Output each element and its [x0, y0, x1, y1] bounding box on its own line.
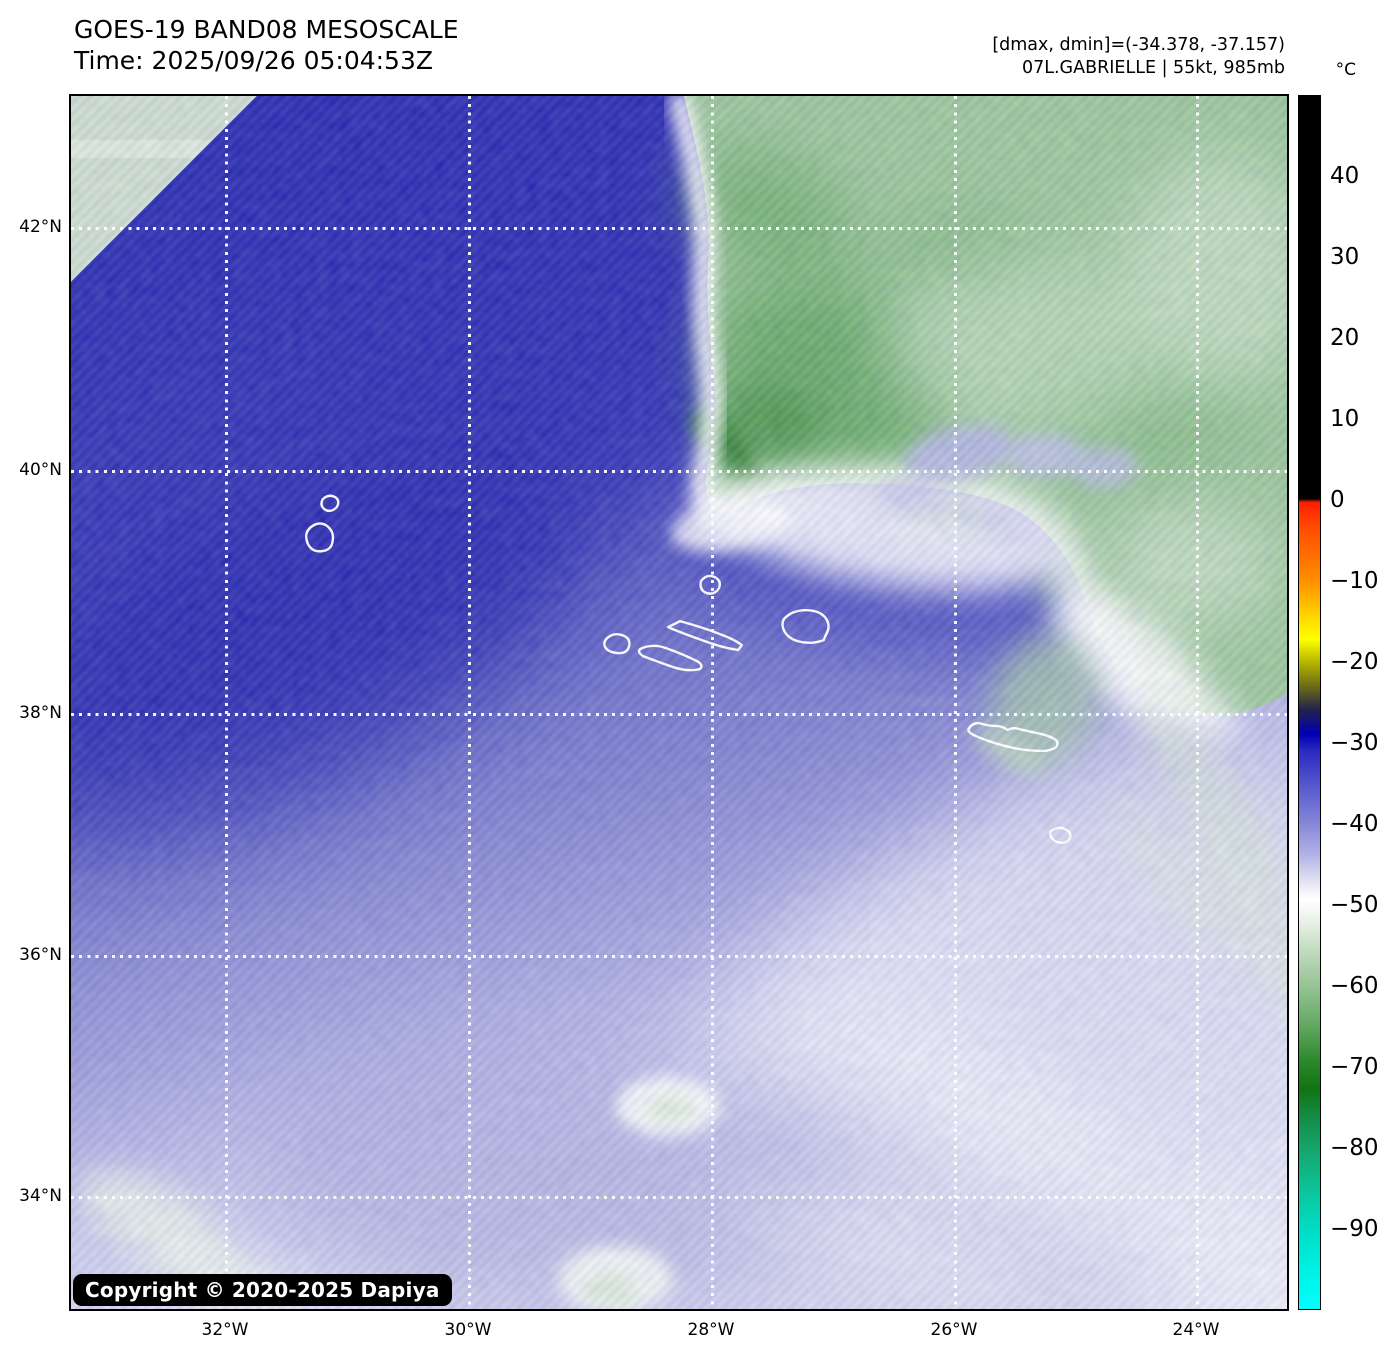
colorbar-tick-label: −30	[1330, 730, 1379, 756]
colorbar-tick-label: 20	[1330, 325, 1360, 351]
storm-readout: 07L.GABRIELLE | 55kt, 985mb	[1021, 58, 1285, 78]
island-corvo	[320, 494, 340, 513]
island-santa-maria	[1049, 826, 1072, 844]
colorbar-tick-label: −60	[1330, 973, 1379, 999]
dmax-dmin-readout: [dmax, dmin]=(-34.378, -37.157)	[992, 35, 1285, 55]
timestamp: Time: 2025/09/26 05:04:53Z	[74, 46, 433, 75]
lon-tick-label: 24°W	[1172, 1320, 1220, 1340]
lat-tick-label: 38°N	[19, 703, 62, 723]
lon-tick-label: 32°W	[201, 1320, 249, 1340]
colorbar-tick-label: −10	[1330, 568, 1379, 594]
colorbar-unit-label: °C	[1335, 60, 1356, 80]
colorbar-tick-label: 0	[1330, 487, 1345, 513]
island-sao-jorge	[666, 619, 744, 652]
page-title: GOES-19 BAND08 MESOSCALE	[74, 15, 459, 44]
lat-tick-label: 34°N	[19, 1186, 62, 1206]
island-terceira	[781, 608, 830, 644]
noise-dark	[71, 96, 1287, 1309]
colorbar-tick-label: −50	[1330, 892, 1379, 918]
island-flores	[304, 522, 335, 553]
colorbar	[1298, 95, 1321, 1310]
island-pico	[637, 644, 703, 672]
copyright-badge: Copyright © 2020-2025 Dapiya	[73, 1274, 452, 1306]
colorbar-tick-label: −40	[1330, 811, 1379, 837]
water-vapor-imagery	[71, 96, 1287, 1309]
lon-tick-label: 26°W	[930, 1320, 978, 1340]
satellite-map: Copyright © 2020-2025 Dapiya	[69, 94, 1289, 1311]
colorbar-tick-label: 40	[1330, 163, 1360, 189]
lon-tick-label: 28°W	[687, 1320, 735, 1340]
colorbar-tick-label: 10	[1330, 406, 1360, 432]
colorbar-tick-label: 30	[1330, 244, 1360, 270]
stats-block: [dmax, dmin]=(-34.378, -37.157) 07L.GABR…	[992, 34, 1285, 80]
lat-tick-label: 42°N	[19, 217, 62, 237]
island-faial	[603, 633, 631, 655]
title-block: GOES-19 BAND08 MESOSCALE Time: 2025/09/2…	[74, 14, 459, 76]
island-sao-miguel	[967, 721, 1059, 753]
lat-tick-label: 36°N	[19, 945, 62, 965]
island-graciosa	[699, 574, 722, 595]
colorbar-tick-label: −90	[1330, 1216, 1379, 1242]
lat-tick-label: 40°N	[19, 460, 62, 480]
colorbar-tick-label: −70	[1330, 1054, 1379, 1080]
lon-tick-label: 30°W	[444, 1320, 492, 1340]
island-outlines	[304, 494, 1072, 844]
colorbar-tick-label: −80	[1330, 1135, 1379, 1161]
colorbar-tick-label: −20	[1330, 649, 1379, 675]
